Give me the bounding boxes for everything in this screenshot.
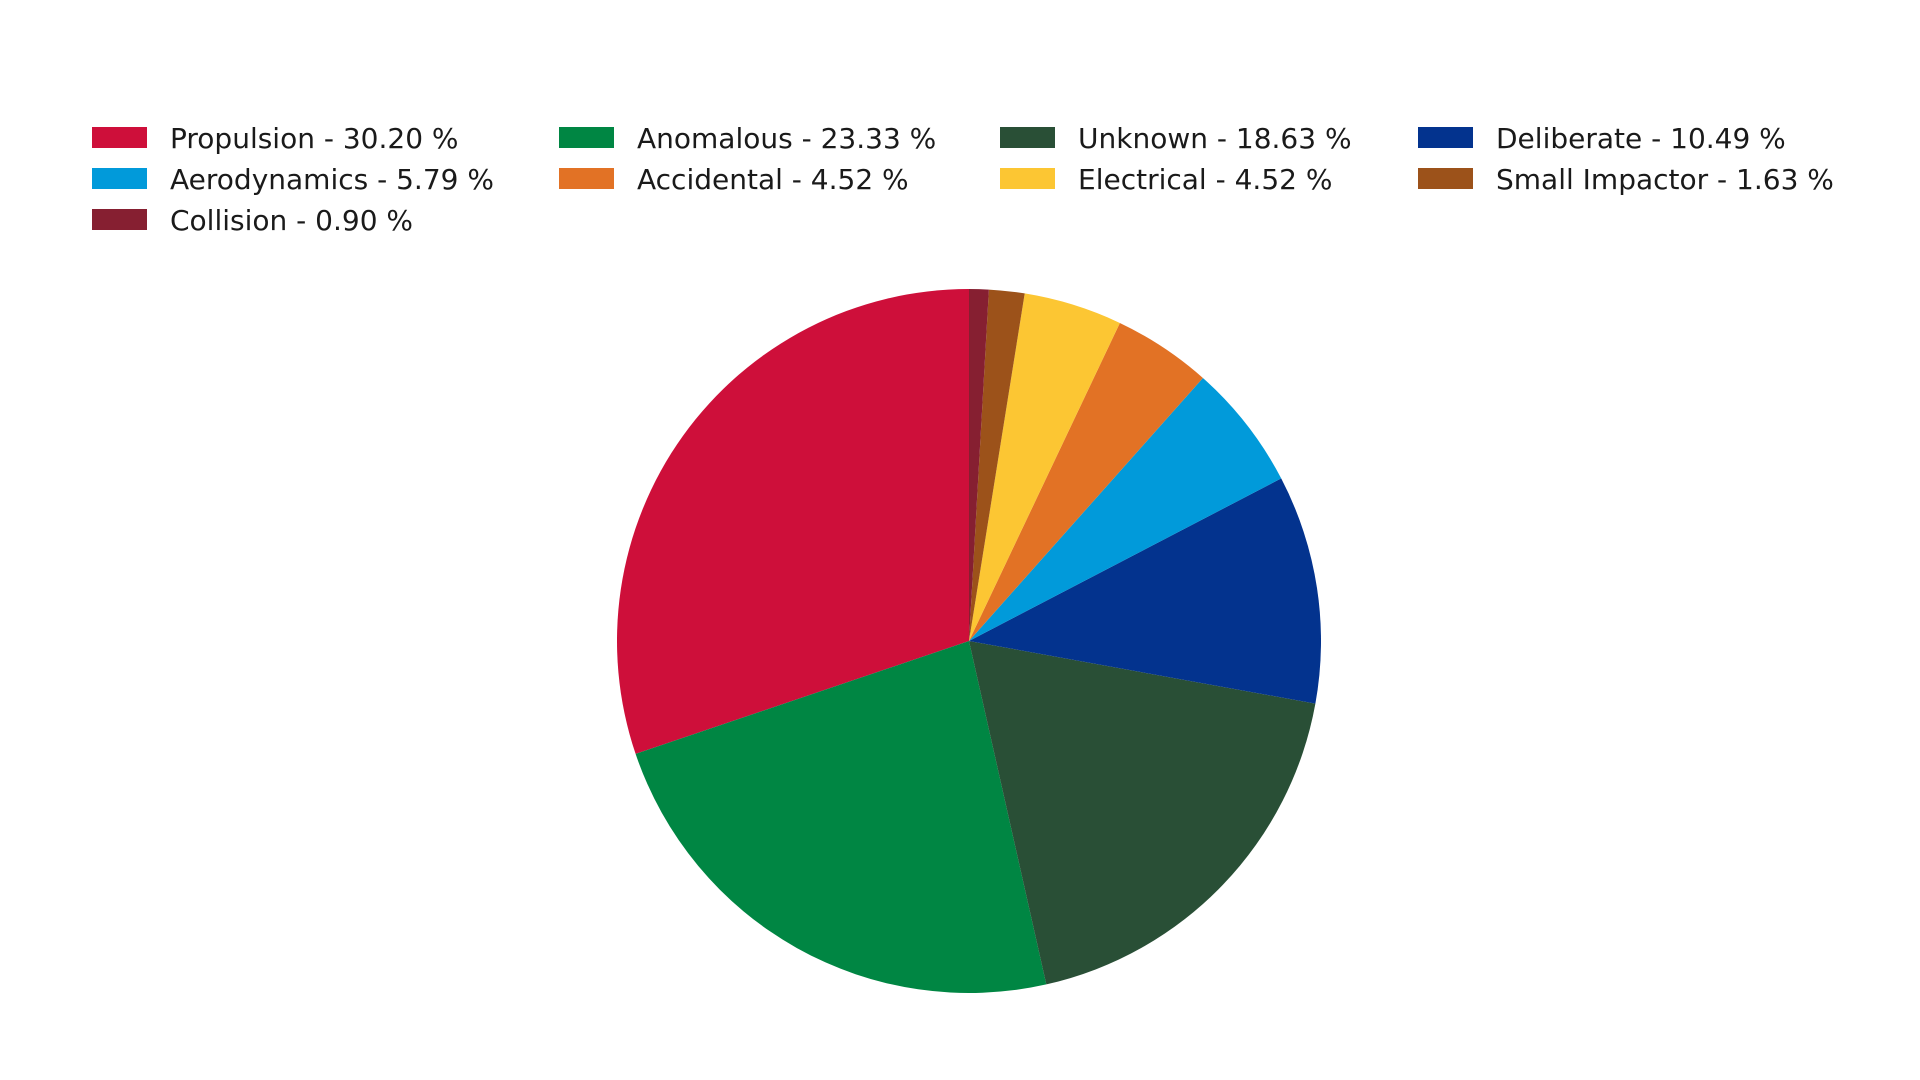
legend-swatch <box>92 168 147 189</box>
chart-legend: Propulsion - 30.20 % Anomalous - 23.33 % U… <box>92 122 1834 237</box>
legend-item: Accidental - 4.52 % <box>559 163 909 196</box>
legend-label: Collision - 0.90 % <box>170 204 413 237</box>
legend-swatch <box>559 168 614 189</box>
legend-swatch <box>1418 168 1473 189</box>
legend-item: Electrical - 4.52 % <box>1000 163 1332 196</box>
legend-label: Deliberate - 10.49 % <box>1496 122 1786 155</box>
legend-label: Aerodynamics - 5.79 % <box>170 163 494 196</box>
legend-item: Deliberate - 10.49 % <box>1418 122 1786 155</box>
pie-slice-small-impactor[interactable] <box>969 289 1025 641</box>
legend-label: Accidental - 4.52 % <box>637 163 909 196</box>
legend-item: Aerodynamics - 5.79 % <box>92 163 494 196</box>
legend-item: Collision - 0.90 % <box>92 204 413 237</box>
legend-label: Electrical - 4.52 % <box>1078 163 1332 196</box>
legend-swatch <box>92 127 147 148</box>
pie-slice-unknown[interactable] <box>969 641 1316 985</box>
pie-slice-deliberate[interactable] <box>969 478 1322 704</box>
pie-slice-electrical[interactable] <box>969 293 1120 641</box>
legend-item: Propulsion - 30.20 % <box>92 122 459 155</box>
legend-item: Small Impactor - 1.63 % <box>1418 163 1834 196</box>
legend-label: Small Impactor - 1.63 % <box>1496 163 1834 196</box>
legend-swatch <box>1000 127 1055 148</box>
pie-slice-accidental[interactable] <box>969 322 1203 641</box>
legend-label: Anomalous - 23.33 % <box>637 122 936 155</box>
legend-item: Unknown - 18.63 % <box>1000 122 1352 155</box>
pie-slice-aerodynamics[interactable] <box>969 377 1282 641</box>
legend-swatch <box>92 209 147 230</box>
legend-swatch <box>1000 168 1055 189</box>
pie-slice-propulsion[interactable] <box>617 289 969 754</box>
legend-swatch <box>559 127 614 148</box>
legend-item: Anomalous - 23.33 % <box>559 122 936 155</box>
legend-swatch <box>1418 127 1473 148</box>
pie-slice-collision[interactable] <box>969 289 989 641</box>
legend-label: Unknown - 18.63 % <box>1078 122 1352 155</box>
pie-slices <box>617 289 1322 993</box>
legend-label: Propulsion - 30.20 % <box>170 122 459 155</box>
pie-slice-anomalous[interactable] <box>635 641 1047 993</box>
